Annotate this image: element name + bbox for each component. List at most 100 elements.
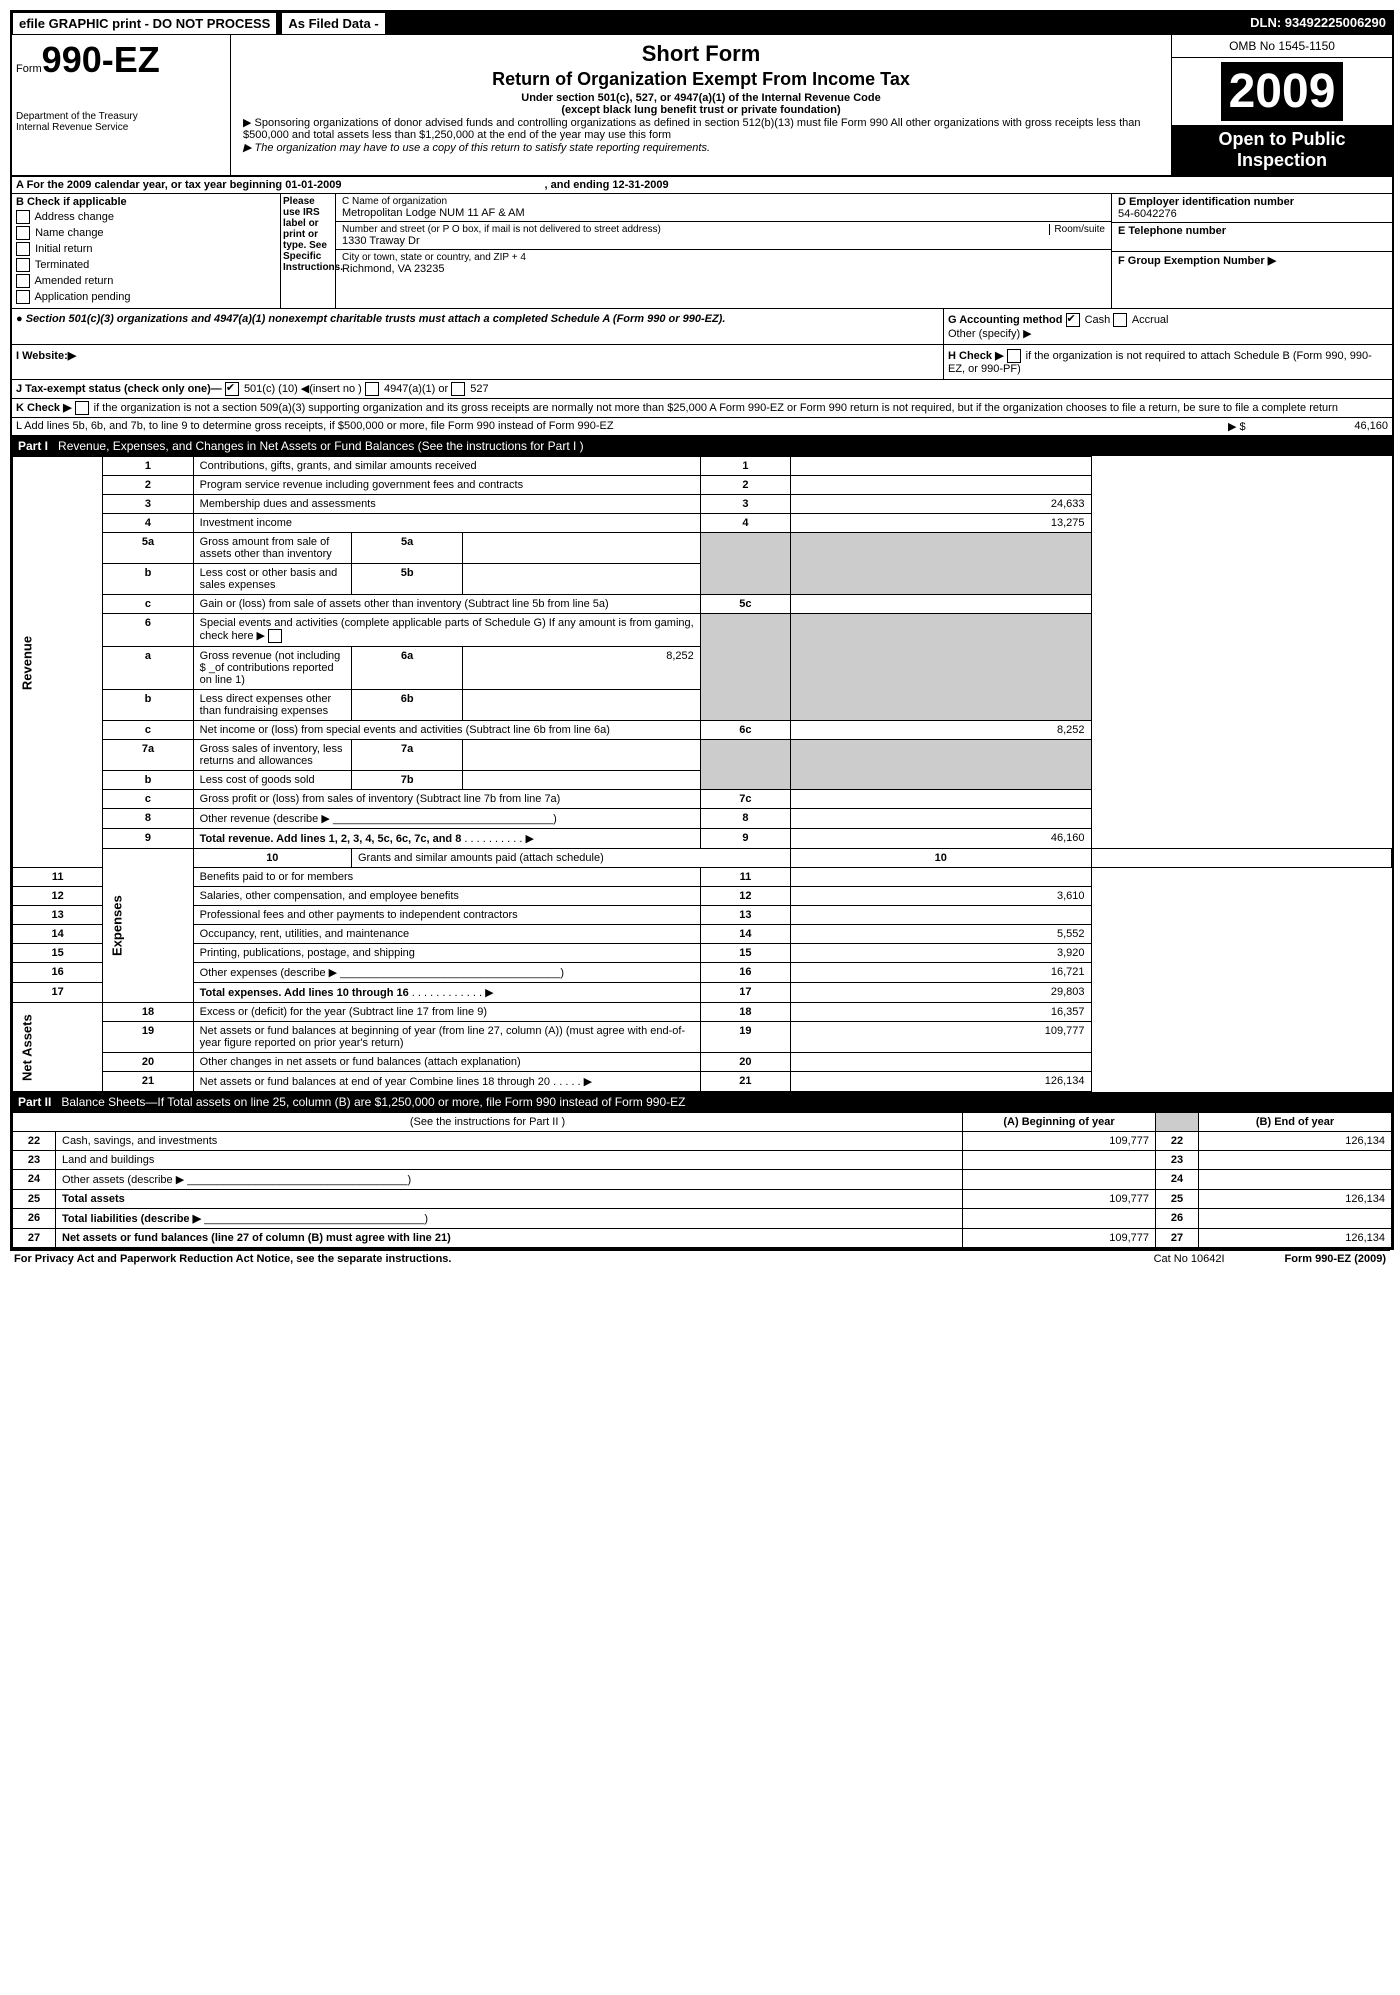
room-label: Room/suite: [1049, 224, 1105, 235]
omb: OMB No 1545-1150: [1172, 35, 1392, 58]
checkbox-k[interactable]: [75, 401, 89, 415]
check-terminated: Terminated: [16, 258, 276, 272]
tax-year: 2009: [1221, 62, 1344, 121]
b-title: B Check if applicable: [16, 196, 276, 208]
l-val: 46,160: [1258, 420, 1388, 433]
line7b-sub: [463, 771, 700, 790]
f-group: F Group Exemption Number ▶: [1112, 252, 1392, 269]
checkbox-accrual[interactable]: [1113, 313, 1127, 327]
check-amended: Amended return: [16, 274, 276, 288]
checkbox-527[interactable]: [451, 382, 465, 396]
line14-desc: Occupancy, rent, utilities, and maintena…: [200, 928, 410, 940]
line22-desc: Cash, savings, and investments: [62, 1135, 217, 1147]
part1-header: Part I Revenue, Expenses, and Changes in…: [12, 436, 1392, 456]
l-row: L Add lines 5b, 6b, and 7b, to line 9 to…: [12, 418, 1392, 436]
row-a: A For the 2009 calendar year, or tax yea…: [12, 177, 1392, 194]
j-4947: 4947(a)(1) or: [384, 383, 448, 395]
ein-val: 54-6042276: [1118, 208, 1386, 220]
e-phone: E Telephone number: [1112, 223, 1392, 252]
line7b-desc: Less cost of goods sold: [200, 774, 315, 786]
row-a-ending: , and ending 12-31-2009: [545, 179, 669, 191]
checkbox-4947[interactable]: [365, 382, 379, 396]
colA-header: (A) Beginning of year: [963, 1113, 1156, 1132]
line7a-desc: Gross sales of inventory, less returns a…: [200, 743, 343, 767]
form-ref: Form 990-EZ (2009): [1285, 1253, 1386, 1265]
line11-desc: Benefits paid to or for members: [200, 871, 353, 883]
g-label: G Accounting method: [948, 314, 1062, 326]
line6a-sub: 8,252: [463, 647, 700, 690]
line24-a: [963, 1170, 1156, 1190]
j-501c: 501(c) (10) ◀(insert no ): [244, 383, 362, 395]
checkbox-h[interactable]: [1007, 349, 1021, 363]
checkbox-address[interactable]: [16, 210, 30, 224]
line3-desc: Membership dues and assessments: [200, 498, 376, 510]
line22-a: 109,777: [963, 1132, 1156, 1151]
c-name-block: C Name of organization Metropolitan Lodg…: [336, 194, 1111, 222]
line12-val: 3,610: [791, 887, 1091, 906]
line23-b: [1199, 1151, 1392, 1170]
line18-val: 16,357: [791, 1003, 1091, 1022]
line6a-desc: Gross revenue (not including $ _of contr…: [200, 650, 341, 686]
city-label: City or town, state or country, and ZIP …: [342, 252, 1105, 263]
check-label: Terminated: [35, 259, 89, 271]
h-label: H Check ▶: [948, 350, 1004, 362]
line8-val: [791, 809, 1091, 829]
city-block: City or town, state or country, and ZIP …: [336, 250, 1111, 277]
colB-header: (B) End of year: [1199, 1113, 1392, 1132]
line11-val: [791, 868, 1091, 887]
line24-b: [1199, 1170, 1392, 1190]
please-use-label: Please use IRS label or print or type. S…: [281, 194, 336, 308]
line10-desc: Grants and similar amounts paid (attach …: [358, 852, 604, 864]
part2-header: Part II Balance Sheets—If Total assets o…: [12, 1092, 1392, 1112]
note1: ▶ Sponsoring organizations of donor advi…: [235, 116, 1167, 141]
checkbox-gaming[interactable]: [268, 629, 282, 643]
line14-val: 5,552: [791, 925, 1091, 944]
form-num-big: 990-EZ: [42, 39, 160, 80]
line20-val: [791, 1053, 1091, 1072]
line25-b: 126,134: [1199, 1190, 1392, 1209]
header-left: Form990-EZ Department of the Treasury In…: [12, 35, 231, 175]
line6b-sub: [463, 690, 700, 721]
j-527: 527: [470, 383, 488, 395]
h-check: H Check ▶ if the organization is not req…: [943, 345, 1392, 379]
row-a-label: A For the 2009 calendar year, or tax yea…: [16, 179, 341, 191]
line25-desc: Total assets: [62, 1193, 125, 1205]
i-label: I Website:▶: [16, 350, 76, 362]
line27-desc: Net assets or fund balances (line 27 of …: [62, 1232, 451, 1244]
check-label: Address change: [34, 211, 114, 223]
form-number: Form990-EZ: [16, 39, 226, 81]
checkbox-pending[interactable]: [16, 290, 30, 304]
line26-desc: Total liabilities (describe ▶: [62, 1213, 201, 1225]
top-bar: efile GRAPHIC print - DO NOT PROCESS As …: [12, 12, 1392, 35]
f-label: F Group Exemption Number ▶: [1118, 254, 1386, 267]
check-pending: Application pending: [16, 290, 276, 304]
dept-treasury: Department of the Treasury: [16, 111, 226, 122]
line5b-sub: [463, 564, 700, 595]
checkbox-name[interactable]: [16, 226, 30, 240]
cash-label: Cash: [1085, 314, 1111, 326]
checkbox-initial[interactable]: [16, 242, 30, 256]
checkbox-501c[interactable]: [225, 382, 239, 396]
line18-desc: Excess or (deficit) for the year (Subtra…: [200, 1006, 487, 1018]
l-label: L Add lines 5b, 6b, and 7b, to line 9 to…: [16, 420, 1228, 433]
line9-val: 46,160: [791, 829, 1091, 849]
i-website: I Website:▶: [12, 345, 943, 379]
line21-desc: Net assets or fund balances at end of ye…: [200, 1076, 550, 1088]
short-form: Short Form: [235, 41, 1167, 67]
line23-a: [963, 1151, 1156, 1170]
checkbox-cash[interactable]: [1066, 313, 1080, 327]
check-address: Address change: [16, 210, 276, 224]
line5c-val: [791, 595, 1091, 614]
col-b-checks: B Check if applicable Address change Nam…: [12, 194, 281, 308]
line19-val: 109,777: [791, 1022, 1091, 1053]
revenue-label: Revenue: [13, 457, 103, 868]
checkbox-amended[interactable]: [16, 274, 30, 288]
line5b-desc: Less cost or other basis and sales expen…: [200, 567, 338, 591]
d-label: D Employer identification number: [1118, 196, 1386, 208]
header: Form990-EZ Department of the Treasury In…: [12, 35, 1392, 177]
checkbox-terminated[interactable]: [16, 258, 30, 272]
line7c-val: [791, 790, 1091, 809]
open-public: Open to Public Inspection: [1172, 125, 1392, 175]
check-name: Name change: [16, 226, 276, 240]
k-label: K Check ▶: [16, 402, 72, 414]
